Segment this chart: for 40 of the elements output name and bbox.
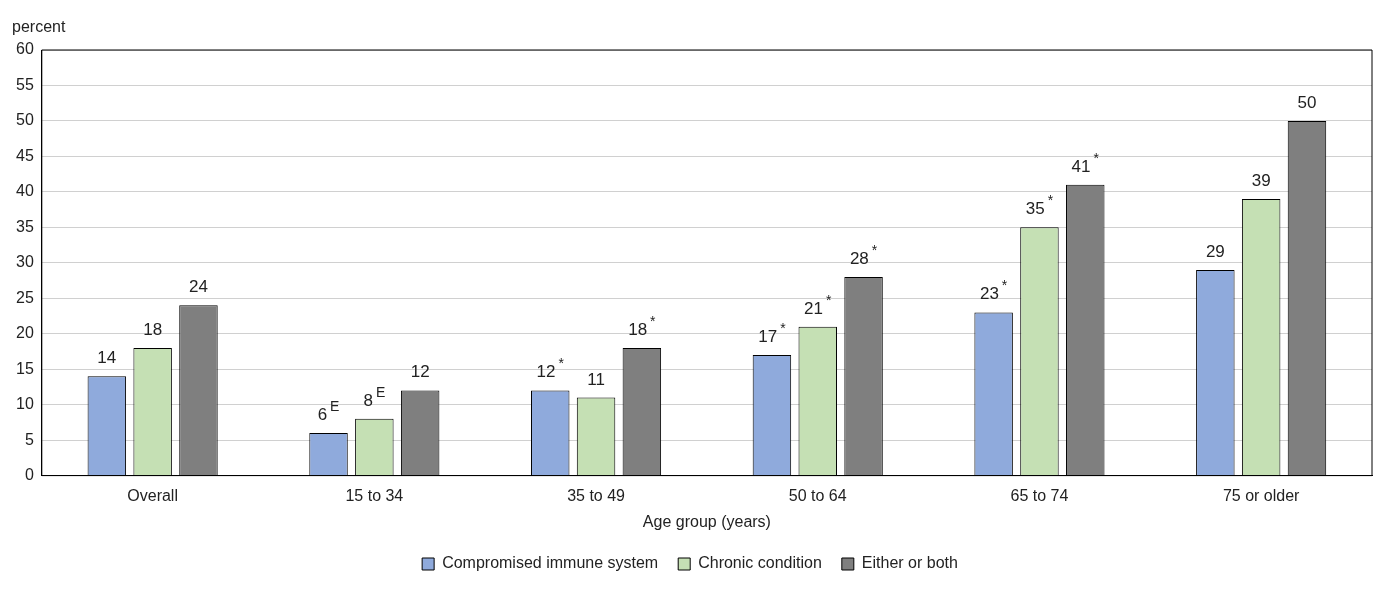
y-tick-label: 50	[16, 111, 34, 129]
y-axis-title: percent	[12, 18, 66, 35]
data-label: 11	[587, 369, 605, 389]
y-tick-label: 20	[16, 324, 34, 342]
y-tick-label: 60	[16, 40, 34, 58]
x-tick-label: 35 to 49	[567, 486, 626, 504]
legend-label: Chronic condition	[698, 554, 822, 572]
data-label: 23*	[979, 277, 1008, 304]
y-tick-label: 5	[24, 430, 34, 448]
y-tick-label: 10	[16, 395, 34, 413]
data-label: 29	[1205, 241, 1225, 261]
y-tick-label: 0	[24, 466, 34, 484]
y-tick-label: 35	[16, 217, 34, 235]
data-label: 28*	[849, 241, 878, 268]
legend-label: Either or both	[861, 554, 958, 572]
x-tick-label: 15 to 34	[345, 486, 404, 504]
data-label: 39	[1251, 170, 1271, 190]
y-tick-label: 45	[16, 146, 34, 164]
data-label: 17*	[758, 320, 787, 347]
y-tick-label: 55	[16, 75, 34, 93]
x-axis-title: Age group (years)	[642, 512, 771, 530]
data-label: 18*	[628, 312, 657, 339]
x-tick-label: 65 to 74	[1010, 486, 1069, 504]
data-label: 18	[143, 319, 163, 339]
y-tick-label: 15	[16, 359, 34, 377]
y-tick-label: 30	[16, 253, 34, 271]
data-label: 50	[1297, 92, 1317, 112]
data-label: 12	[410, 362, 430, 382]
data-label: 14	[97, 348, 117, 368]
data-label: 24	[189, 277, 208, 297]
data-label: 12*	[536, 355, 565, 382]
data-label: 41*	[1071, 149, 1100, 176]
x-tick-label: 50 to 64	[788, 486, 847, 504]
legend-label: Compromised immune system	[442, 554, 659, 572]
x-tick-label: Overall	[127, 486, 178, 504]
y-tick-label: 40	[16, 182, 34, 200]
data-label: 21*	[804, 291, 832, 318]
y-tick-label: 25	[16, 288, 34, 306]
x-tick-label: 75 or older	[1222, 486, 1301, 504]
data-label: 35*	[1025, 192, 1054, 219]
